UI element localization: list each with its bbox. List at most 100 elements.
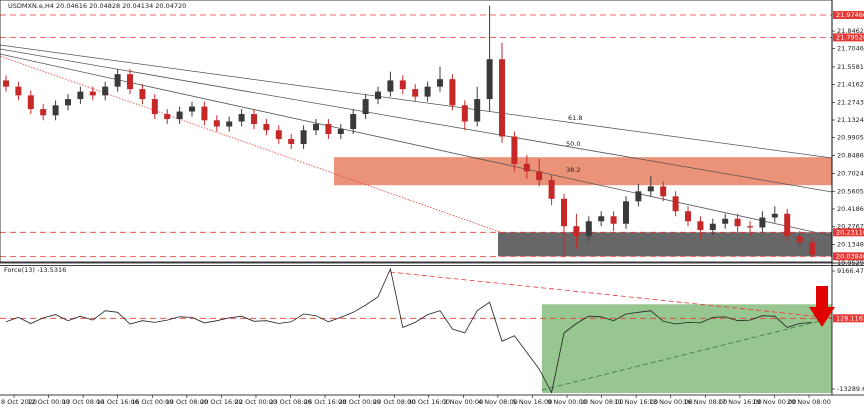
candle-body (561, 198, 567, 227)
candle-body (747, 226, 753, 228)
fan-line (0, 44, 833, 159)
fib-label: 38.2 (566, 166, 580, 174)
chart-title: USDMXN.e,H4 20.04616 20.04828 20.04134 2… (8, 2, 186, 10)
x-tick-label: 17 Nov 16:00 (718, 398, 762, 406)
candle-body (139, 89, 146, 100)
y-tick-label: 21.27430 (837, 98, 864, 106)
arrow-shaft (816, 286, 828, 308)
y-tick-label: 21.84620 (837, 27, 864, 35)
candle-body (15, 86, 22, 96)
candle-body (499, 59, 505, 137)
candle-body (300, 130, 307, 144)
fan-line (0, 48, 833, 193)
candle-body (424, 86, 431, 97)
x-tick-label: 10 Nov 08:00 (580, 398, 624, 406)
candle-body (325, 124, 332, 134)
fan-line (0, 53, 833, 237)
drawing-tools (0, 44, 833, 391)
level-tag (833, 11, 864, 20)
x-tick-label: 29 Oct 08:00 (373, 398, 415, 406)
candle-body (52, 105, 59, 116)
candle-body (598, 216, 605, 222)
x-tick-label: 13 Nov 00:00 (649, 398, 693, 406)
x-tick-label: 23 Oct 08:00 (269, 398, 311, 406)
candle-body (474, 99, 481, 122)
candle-body (127, 74, 133, 90)
y-tick-label: 20.27670 (837, 223, 864, 231)
candle-body (759, 217, 766, 228)
candle-body (449, 79, 456, 106)
signal-arrow (809, 286, 835, 327)
x-tick-label: 5 Nov 16:00 (513, 398, 553, 406)
level-tag (833, 252, 864, 261)
candle-body (362, 99, 369, 115)
y-tick-label: 21.55810 (837, 63, 864, 71)
candle-body (251, 114, 257, 125)
y-tick-label: 19.95290 (837, 259, 864, 267)
candle-body (238, 114, 245, 122)
candle-body (573, 226, 580, 237)
candle-body (635, 191, 642, 202)
candle-body (114, 74, 121, 87)
x-tick-label: 19 Nov 00:00 (753, 398, 797, 406)
candle-body (771, 213, 778, 218)
x-tick-label: 22 Oct 00:00 (235, 398, 277, 406)
candle-body (511, 136, 518, 164)
candle-body (89, 91, 96, 96)
fib-label: 50.0 (566, 140, 580, 148)
indicator-title: Force(13) -13.5316 (4, 266, 66, 274)
candle-body (437, 79, 443, 87)
x-tick-label: 20 Nov 08:00 (787, 398, 831, 406)
candle-body (709, 223, 716, 230)
x-tick-label: 14 Oct 16:00 (97, 398, 139, 406)
x-tick-label: 12 Oct 00:00 (27, 398, 69, 406)
candle-body (201, 106, 208, 121)
level-label: 21.79520 (836, 33, 864, 41)
y-tick-label: 21.70460 (837, 45, 864, 53)
level-tag (833, 33, 864, 42)
x-tick-label: 30 Oct 16:00 (408, 398, 450, 406)
candle-body (350, 114, 357, 130)
candle-body (40, 109, 47, 116)
candle-body (151, 99, 158, 115)
fib-label: 61.8 (568, 114, 582, 122)
candle-body (523, 163, 530, 172)
candle-body (672, 196, 679, 212)
level-label: 21.97460 (836, 11, 864, 19)
candle-body (27, 95, 34, 110)
candle-body (337, 129, 344, 134)
zone (334, 157, 832, 186)
y-tick-label: 20.13480 (837, 240, 864, 248)
candle-body (375, 91, 381, 100)
candle-body (548, 180, 555, 199)
trend-line (0, 55, 501, 233)
candle-body (313, 124, 319, 131)
candle-body (486, 59, 493, 100)
y-tick-label: 9166.4742 (837, 267, 864, 275)
candle-body (796, 236, 803, 243)
level-tag (833, 228, 864, 237)
y-tick-label: -13289.652 (837, 385, 864, 393)
candle-body (623, 201, 629, 224)
candle-body (784, 213, 791, 237)
zone (542, 304, 832, 393)
x-tick-label: 16 Nov 08:00 (683, 398, 727, 406)
level-label: 20.23110 (836, 228, 864, 236)
level-label: 128.1163 (836, 314, 864, 322)
x-tick-label: 9 Nov 00:00 (547, 398, 587, 406)
arrow-head (809, 307, 835, 327)
candle-body (213, 120, 220, 127)
candle-body (288, 138, 295, 144)
candle-body (3, 80, 9, 87)
zone (498, 232, 832, 257)
candle-body (164, 114, 171, 120)
candle-body (697, 221, 704, 230)
candle-body (399, 80, 406, 90)
main-frame (0, 0, 833, 263)
candle-body (77, 91, 84, 100)
x-tick-label: 8 Oct 2020 (1, 398, 37, 406)
candle-body (226, 121, 233, 127)
x-tick-label: 13 Oct 08:00 (62, 398, 104, 406)
candle-body (610, 216, 617, 224)
x-tick-label: 19 Oct 08:00 (166, 398, 208, 406)
